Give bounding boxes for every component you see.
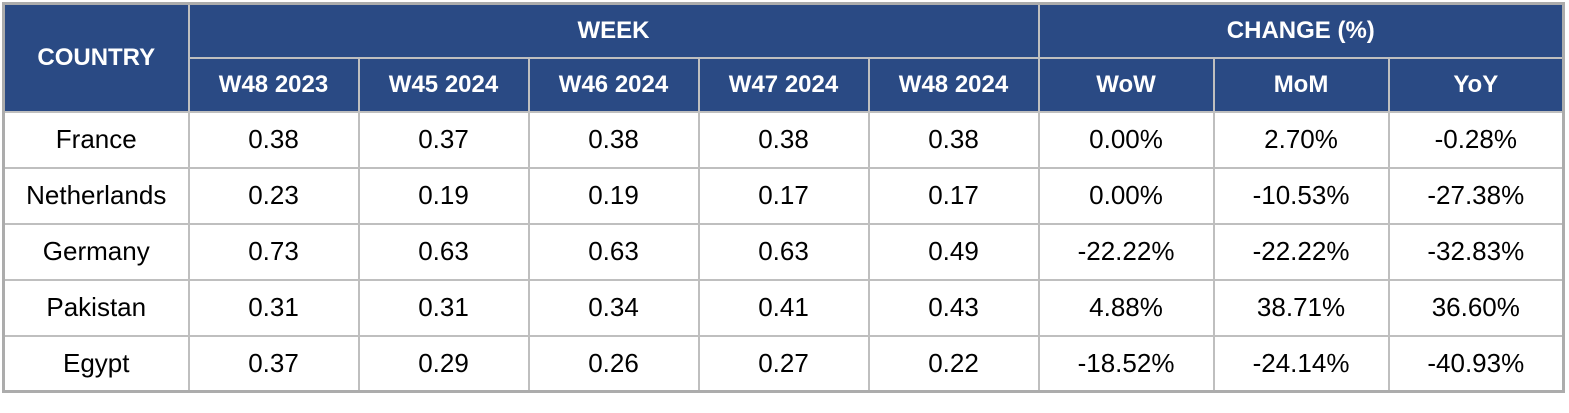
country-cell: Egypt <box>2 334 190 393</box>
week-value-cell: 0.37 <box>187 334 360 393</box>
week-value-cell: 0.63 <box>697 222 870 281</box>
week-value-cell: 0.41 <box>697 278 870 337</box>
country-week-change-table: COUNTRY WEEK CHANGE (%) W48 2023 W45 202… <box>2 2 1566 393</box>
change-value-cell: -22.22% <box>1212 222 1390 281</box>
week-value-cell: 0.19 <box>357 166 530 225</box>
header-change-mom: MoM <box>1212 56 1390 113</box>
header-week-w45-2024: W45 2024 <box>357 56 530 113</box>
header-week-group: WEEK <box>187 2 1040 59</box>
week-value-cell: 0.49 <box>867 222 1040 281</box>
table-header: COUNTRY WEEK CHANGE (%) W48 2023 W45 202… <box>2 2 1565 113</box>
country-cell: France <box>2 110 190 169</box>
change-value-cell: -0.28% <box>1387 110 1565 169</box>
header-week-w48-2023: W48 2023 <box>187 56 360 113</box>
table-row-pakistan: Pakistan 0.31 0.31 0.34 0.41 0.43 4.88% … <box>2 278 1565 337</box>
header-change-yoy: YoY <box>1387 56 1565 113</box>
change-value-cell: 38.71% <box>1212 278 1390 337</box>
week-value-cell: 0.31 <box>357 278 530 337</box>
table-container: COUNTRY WEEK CHANGE (%) W48 2023 W45 202… <box>2 2 1566 393</box>
table-row-france: France 0.38 0.37 0.38 0.38 0.38 0.00% 2.… <box>2 110 1565 169</box>
header-sub-row: W48 2023 W45 2024 W46 2024 W47 2024 W48 … <box>4 56 1565 113</box>
week-value-cell: 0.38 <box>527 110 700 169</box>
country-cell: Germany <box>2 222 190 281</box>
change-value-cell: -24.14% <box>1212 334 1390 393</box>
change-value-cell: -18.52% <box>1037 334 1215 393</box>
week-value-cell: 0.43 <box>867 278 1040 337</box>
header-country: COUNTRY <box>2 2 190 113</box>
week-value-cell: 0.31 <box>187 278 360 337</box>
change-value-cell: 36.60% <box>1387 278 1565 337</box>
week-value-cell: 0.23 <box>187 166 360 225</box>
week-value-cell: 0.22 <box>867 334 1040 393</box>
week-value-cell: 0.34 <box>527 278 700 337</box>
table-row-netherlands: Netherlands 0.23 0.19 0.19 0.17 0.17 0.0… <box>2 166 1565 225</box>
week-value-cell: 0.63 <box>357 222 530 281</box>
change-value-cell: 2.70% <box>1212 110 1390 169</box>
table-row-germany: Germany 0.73 0.63 0.63 0.63 0.49 -22.22%… <box>2 222 1565 281</box>
week-value-cell: 0.17 <box>697 166 870 225</box>
country-cell: Pakistan <box>2 278 190 337</box>
change-value-cell: 4.88% <box>1037 278 1215 337</box>
week-value-cell: 0.38 <box>867 110 1040 169</box>
change-value-cell: -40.93% <box>1387 334 1565 393</box>
week-value-cell: 0.38 <box>697 110 870 169</box>
table-body: France 0.38 0.37 0.38 0.38 0.38 0.00% 2.… <box>2 110 1565 393</box>
week-value-cell: 0.73 <box>187 222 360 281</box>
country-cell: Netherlands <box>2 166 190 225</box>
week-value-cell: 0.38 <box>187 110 360 169</box>
week-value-cell: 0.63 <box>527 222 700 281</box>
header-week-w48-2024: W48 2024 <box>867 56 1040 113</box>
header-group-row: COUNTRY WEEK CHANGE (%) <box>2 2 1565 113</box>
change-value-cell: 0.00% <box>1037 110 1215 169</box>
week-value-cell: 0.29 <box>357 334 530 393</box>
change-value-cell: -32.83% <box>1387 222 1565 281</box>
change-value-cell: -10.53% <box>1212 166 1390 225</box>
change-value-cell: -27.38% <box>1387 166 1565 225</box>
week-value-cell: 0.37 <box>357 110 530 169</box>
week-value-cell: 0.27 <box>697 334 870 393</box>
header-change-group: CHANGE (%) <box>1037 2 1565 59</box>
week-value-cell: 0.26 <box>527 334 700 393</box>
header-week-w46-2024: W46 2024 <box>527 56 700 113</box>
change-value-cell: 0.00% <box>1037 166 1215 225</box>
header-week-w47-2024: W47 2024 <box>697 56 870 113</box>
week-value-cell: 0.17 <box>867 166 1040 225</box>
change-value-cell: -22.22% <box>1037 222 1215 281</box>
header-change-wow: WoW <box>1037 56 1215 113</box>
week-value-cell: 0.19 <box>527 166 700 225</box>
table-row-egypt: Egypt 0.37 0.29 0.26 0.27 0.22 -18.52% -… <box>2 334 1565 393</box>
